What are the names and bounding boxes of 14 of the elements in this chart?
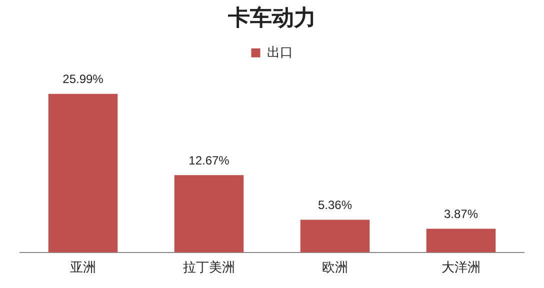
x-tick-label: 欧洲 <box>322 260 348 276</box>
chart-title: 卡车动力 <box>227 4 316 31</box>
bar <box>174 175 244 252</box>
data-label: 5.36% <box>318 198 352 212</box>
data-label: 3.87% <box>444 207 478 222</box>
bar <box>300 220 370 252</box>
x-tick-label: 拉丁美洲 <box>183 260 235 276</box>
bar <box>426 228 496 252</box>
bar <box>48 94 118 252</box>
data-label: 25.99% <box>62 72 104 86</box>
x-tick-label: 大洋洲 <box>442 260 480 276</box>
legend-label: 出口 <box>266 45 293 60</box>
x-tick-label: 亚洲 <box>70 260 96 276</box>
data-label: 12.67% <box>188 153 230 168</box>
